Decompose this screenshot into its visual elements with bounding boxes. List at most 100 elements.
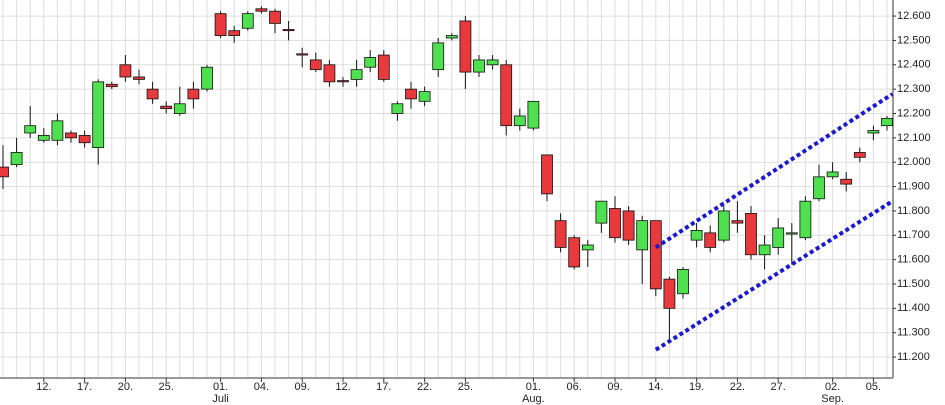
- candle-body: [881, 117, 893, 127]
- candle-body: [173, 103, 186, 114]
- candle-body: [269, 10, 281, 24]
- y-tick-label: 11.200: [897, 351, 930, 363]
- candle-body: [785, 232, 798, 235]
- candle-body: [65, 132, 77, 139]
- x-tick-label: 06.: [567, 381, 582, 393]
- y-tick-label: 11.300: [897, 327, 930, 339]
- candle-body: [418, 91, 431, 102]
- candle-body: [609, 208, 621, 239]
- y-tick-label: 11.500: [897, 278, 930, 290]
- y-tick-label: 11.400: [897, 302, 930, 314]
- candle-body: [677, 268, 689, 295]
- x-tick-label: 22.: [730, 381, 745, 393]
- y-tick-label: 11.600: [897, 254, 930, 266]
- candle-body: [704, 232, 717, 248]
- candle-body: [568, 237, 581, 268]
- candle-body: [405, 88, 417, 100]
- candle-body: [690, 230, 703, 241]
- candle-body: [296, 53, 309, 56]
- x-tick-label: 22.: [417, 381, 432, 393]
- candle-body: [10, 152, 23, 166]
- y-tick-label: 12.300: [897, 83, 931, 95]
- candle-body: [92, 81, 105, 148]
- candle-body: [649, 220, 662, 290]
- candle-body: [241, 13, 254, 29]
- candle-body: [745, 212, 757, 256]
- candle-body: [146, 88, 159, 100]
- candle-body: [282, 29, 295, 32]
- candle-body: [24, 125, 37, 134]
- candle-body: [473, 59, 485, 73]
- x-tick-label: 01.: [213, 381, 228, 393]
- month-label: Aug.: [522, 393, 545, 405]
- candle-body: [187, 88, 200, 100]
- candle-body: [37, 135, 50, 141]
- candle-body: [432, 42, 445, 71]
- candle-body: [309, 59, 322, 71]
- x-tick-label: 09.: [295, 381, 310, 393]
- candle-body: [663, 278, 676, 309]
- candle-body: [826, 171, 839, 178]
- y-tick-label: 12.100: [897, 132, 931, 144]
- candle-body: [364, 57, 377, 68]
- x-tick-label: 14.: [648, 381, 663, 393]
- candle-body: [541, 154, 553, 195]
- x-tick-label: 19.: [689, 381, 704, 393]
- candle-body: [554, 220, 567, 248]
- candle-body: [595, 200, 608, 224]
- trend-line: [654, 92, 894, 250]
- candle-body: [717, 210, 730, 241]
- y-tick-label: 11.800: [897, 205, 930, 217]
- candle-body: [636, 220, 649, 251]
- candle-body: [459, 20, 472, 73]
- x-tick-label: 25.: [159, 381, 174, 393]
- candle-body: [105, 83, 118, 88]
- y-tick-label: 11.900: [897, 180, 930, 192]
- candle-body: [133, 76, 145, 80]
- x-tick-label: 17.: [77, 381, 92, 393]
- candle-body: [500, 64, 513, 127]
- x-tick-label: 05.: [866, 381, 881, 393]
- candle-body: [445, 35, 458, 39]
- candle-body: [772, 227, 785, 248]
- month-label: Juli: [212, 393, 229, 405]
- x-tick-label: 17.: [376, 381, 391, 393]
- candle-body: [228, 30, 241, 36]
- trend-line: [654, 199, 894, 352]
- x-tick-label: 04.: [254, 381, 269, 393]
- candle-body: [486, 59, 499, 66]
- x-tick-label: 20.: [118, 381, 133, 393]
- candle-body: [731, 220, 744, 224]
- candle-body: [513, 115, 526, 127]
- candle-body: [0, 166, 9, 178]
- candle-body: [337, 80, 349, 83]
- x-tick-label: 02.: [825, 381, 840, 393]
- candle-body: [391, 103, 404, 114]
- candle-body: [119, 64, 132, 78]
- candle-body: [51, 120, 64, 141]
- y-tick-label: 11.700: [897, 229, 930, 241]
- candle-body: [853, 152, 866, 158]
- candle-body: [527, 100, 540, 129]
- candle-body: [201, 66, 213, 90]
- x-tick-label: 01.: [526, 381, 541, 393]
- candle-body: [622, 210, 635, 241]
- x-tick-label: 12.: [36, 381, 51, 393]
- x-tick-label: 25.: [458, 381, 473, 393]
- y-tick-label: 12.400: [897, 59, 931, 71]
- candle-body: [323, 64, 336, 83]
- y-tick-label: 12.600: [897, 10, 931, 22]
- candle-body: [350, 69, 363, 80]
- candle-body: [581, 244, 594, 251]
- candle-body: [78, 135, 91, 144]
- x-tick-label: 27.: [771, 381, 786, 393]
- candle-body: [255, 8, 268, 12]
- candle-body: [813, 176, 825, 200]
- candle-body: [799, 200, 812, 239]
- candle-body: [840, 178, 853, 185]
- y-tick-label: 12.000: [897, 156, 931, 168]
- y-tick-label: 12.200: [897, 107, 931, 119]
- month-label: Sep.: [821, 393, 844, 405]
- candle-body: [758, 244, 771, 256]
